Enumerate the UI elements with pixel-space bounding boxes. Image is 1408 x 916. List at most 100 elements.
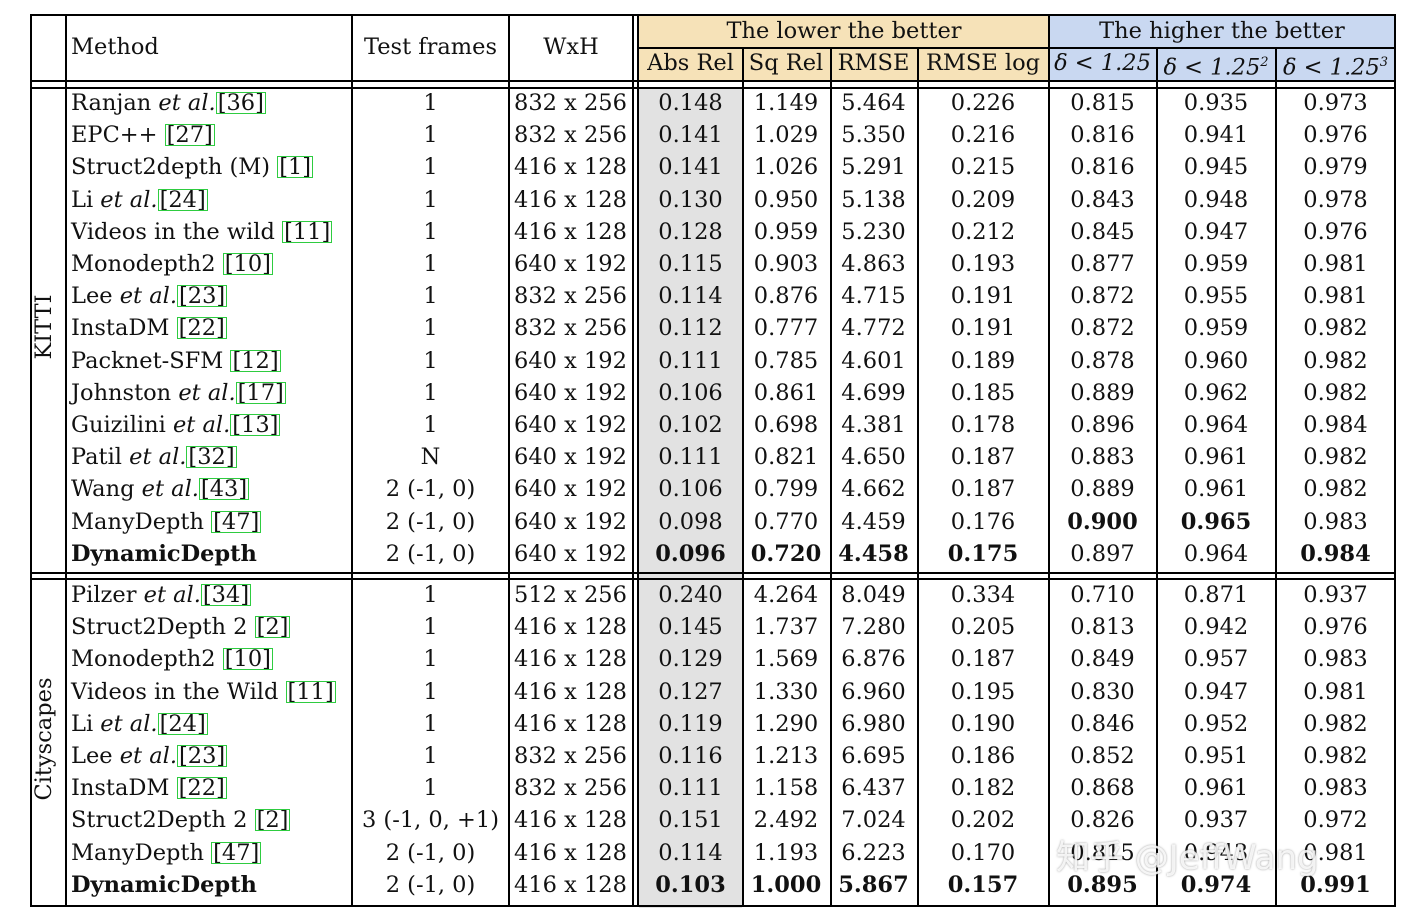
rmse-log-cell: 0.187 [950,476,1016,503]
citation-link[interactable]: [11] [285,678,336,705]
citation-link[interactable]: [11] [282,218,333,245]
citation-link[interactable]: [43] [198,476,250,503]
rule-header-bottom [30,80,1396,82]
rmse-cell: 4.715 [841,283,906,310]
delta3-cell: 0.937 [1303,582,1368,608]
abs-rel-cell: 0.240 [658,582,723,608]
test-frames-cell: 3 (-1, 0, +1) [361,807,500,834]
rmse-log-cell: 0.191 [950,283,1016,310]
rmse-cell: 6.695 [841,743,906,769]
vrule-d2 [1275,47,1277,907]
rmse-log-cell: 0.187 [950,444,1016,471]
delta3-cell: 0.979 [1303,154,1368,181]
resolution-cell: 832 x 256 [514,90,627,116]
citation-link[interactable]: [10] [222,251,273,277]
rmse-cell: 4.459 [841,508,906,535]
rmse-log-cell: 0.175 [947,540,1019,567]
delta3-cell: 0.982 [1303,347,1368,374]
sq-rel-cell: 1.158 [753,775,819,802]
citation-link[interactable]: [24] [157,710,208,737]
citation-link[interactable]: [36] [215,90,266,116]
abs-rel-shaded-column [639,88,742,908]
citation-link[interactable]: [22] [176,315,227,342]
rmse-cell: 4.772 [841,315,906,342]
resolution-cell: 512 x 256 [514,582,627,608]
sq-rel-cell: 0.876 [753,283,819,310]
citation-link[interactable]: [1] [277,154,314,181]
citation-link[interactable]: [2] [254,614,291,641]
rmse-log-cell: 0.191 [950,315,1016,342]
test-frames-cell: 2 (-1, 0) [385,540,476,567]
resolution-cell: 832 x 256 [514,283,627,310]
sq-rel-cell: 0.785 [753,347,819,374]
abs-rel-cell: 0.096 [655,540,726,567]
citation-link[interactable]: [12] [230,347,281,374]
rmse-log-cell: 0.216 [950,122,1016,149]
abs-rel-cell: 0.130 [658,186,723,213]
method-etal: et al. [141,476,199,503]
method-name: ManyDepth [71,839,204,866]
method-cell: Struct2Depth 2 [2] [71,804,291,836]
citation-link[interactable]: [17] [235,379,286,406]
citation-link[interactable]: [13] [230,412,281,438]
citation-link[interactable]: [2] [254,807,291,834]
delta3-cell: 0.978 [1303,186,1368,213]
vrule-group [1048,14,1050,907]
citation-link[interactable]: [23] [177,283,228,310]
citation-link[interactable]: [47] [211,508,262,535]
method-name: InstaDM [71,315,170,342]
rmse-log-cell: 0.226 [950,90,1016,116]
header-abs-rel: Abs Rel [647,50,734,76]
test-frames-cell: 1 [423,218,438,245]
delta2-cell: 0.964 [1183,540,1249,567]
resolution-cell: 416 x 128 [514,186,627,213]
delta2-cell: 0.947 [1183,218,1249,245]
method-cell: Struct2Depth 2 [2] [71,611,291,643]
delta1-cell: 0.877 [1070,251,1135,277]
method-cell: Patil et al.[32] [71,441,237,473]
citation-link[interactable]: [10] [222,646,273,673]
vrule-absrel [742,47,744,907]
method-cell: Packnet-SFM [12] [71,345,281,377]
rmse-cell: 6.960 [841,678,906,705]
delta3-cell: 0.983 [1303,508,1368,535]
method-cell: Lee et al.[23] [71,280,228,312]
method-cell: Videos in the Wild [11] [71,676,336,708]
rmse-cell: 5.464 [841,90,906,116]
header-delta-2-exp: 2 [1260,55,1269,70]
method-cell: DynamicDepth [71,869,257,901]
delta3-cell: 0.981 [1303,678,1368,705]
abs-rel-cell: 0.098 [658,508,723,535]
resolution-cell: 416 x 128 [514,839,627,866]
rmse-cell: 7.024 [841,807,906,834]
citation-link[interactable]: [24] [157,186,208,213]
delta1-cell: 0.889 [1070,476,1135,503]
citation-link[interactable]: [23] [177,743,228,769]
sq-rel-cell: 1.029 [753,122,819,149]
header-delta-1-text: δ < 1.25 [1054,50,1151,76]
delta2-cell: 0.960 [1183,347,1249,374]
method-cell: Ranjan et al.[36] [71,87,266,119]
vrule-sqrel [830,47,832,907]
citation-link[interactable]: [32] [186,444,237,471]
test-frames-cell: 1 [423,775,438,802]
resolution-cell: 416 x 128 [514,218,627,245]
delta3-cell: 0.981 [1303,251,1368,277]
citation-link[interactable]: [34] [200,582,252,608]
method-name: Monodepth2 [71,646,216,673]
header-method: Method [71,34,159,60]
rmse-log-cell: 0.182 [950,775,1016,802]
method-etal: et al. [119,743,178,769]
citation-link[interactable]: [47] [211,839,262,866]
vrule-method [65,14,67,907]
abs-rel-cell: 0.127 [658,678,723,705]
abs-rel-cell: 0.111 [658,347,723,374]
delta2-cell: 0.959 [1183,251,1249,277]
method-name: Struct2Depth 2 [71,614,248,641]
delta2-cell: 0.947 [1183,678,1249,705]
vrule-rmse [917,47,919,907]
citation-link[interactable]: [27] [164,122,215,149]
method-name: Struct2Depth 2 [71,807,248,834]
method-name: Packnet-SFM [71,347,224,374]
citation-link[interactable]: [22] [176,775,227,802]
